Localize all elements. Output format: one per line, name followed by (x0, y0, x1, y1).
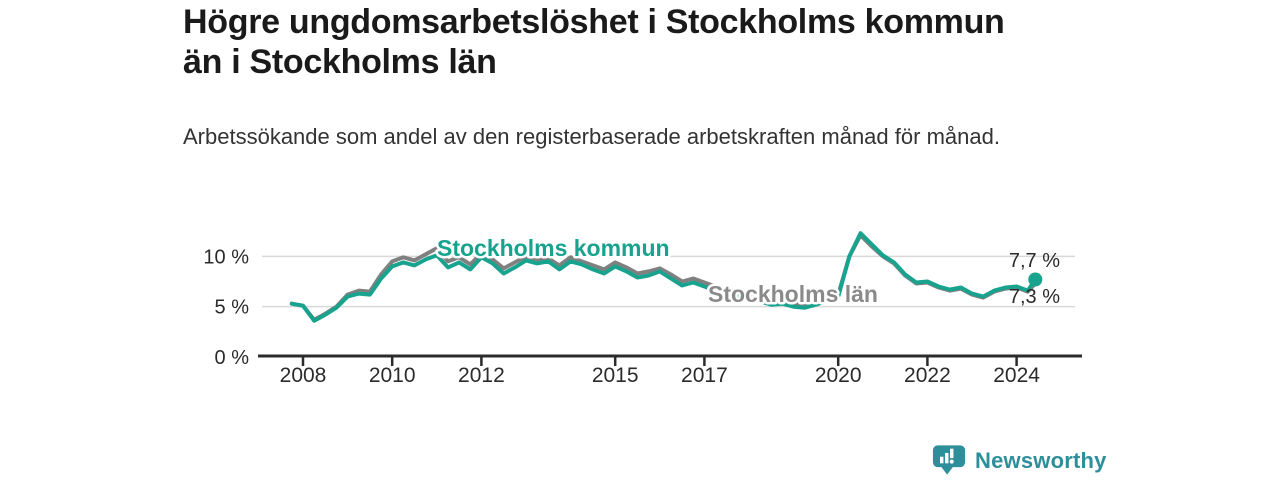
page-subtitle-line2: månad. (926, 124, 1000, 149)
x-tick-label: 2017 (681, 364, 728, 387)
newsworthy-logo-icon (932, 445, 966, 475)
x-tick-label: 2024 (993, 364, 1040, 387)
end-value-label-lan: 7,3 % (1009, 286, 1060, 308)
page-title: Högre ungdomsarbetslöshet i Stockholms k… (183, 2, 1073, 82)
x-tick-label: 2008 (280, 364, 327, 387)
y-tick-label: 10 % (203, 246, 249, 268)
page-subtitle-line1: Arbetssökande som andel av den registerb… (183, 124, 921, 149)
series-end-dot (1028, 272, 1043, 287)
y-tick-label: 5 % (215, 297, 250, 319)
page-title-line2: än i Stockholms län (183, 43, 497, 81)
x-tick-label: 2012 (458, 364, 505, 387)
newsworthy-logo: Newsworthy (932, 444, 1107, 477)
y-tick-label: 0 % (215, 347, 250, 369)
series-label-kommun: Stockholms kommun (437, 235, 670, 261)
x-tick-label: 2015 (592, 364, 639, 387)
series-line-kommun (289, 231, 1038, 323)
newsworthy-logo-text: Newsworthy (975, 447, 1107, 473)
x-tick-label: 2010 (369, 364, 416, 387)
page-title-line1: Högre ungdomsarbetslöshet i Stockholms k… (183, 3, 1005, 41)
series-label-lan: Stockholms län (708, 281, 878, 307)
x-tick-label: 2020 (815, 364, 862, 387)
x-tick-label: 2022 (904, 364, 951, 387)
line-chart: 0 % 5 % 10 % Stockholms kommun Stockholms lä… (203, 231, 1082, 387)
end-value-label-kommun: 7,7 % (1009, 250, 1060, 272)
page-subtitle: Arbetssökande som andel av den registerb… (183, 121, 1028, 153)
